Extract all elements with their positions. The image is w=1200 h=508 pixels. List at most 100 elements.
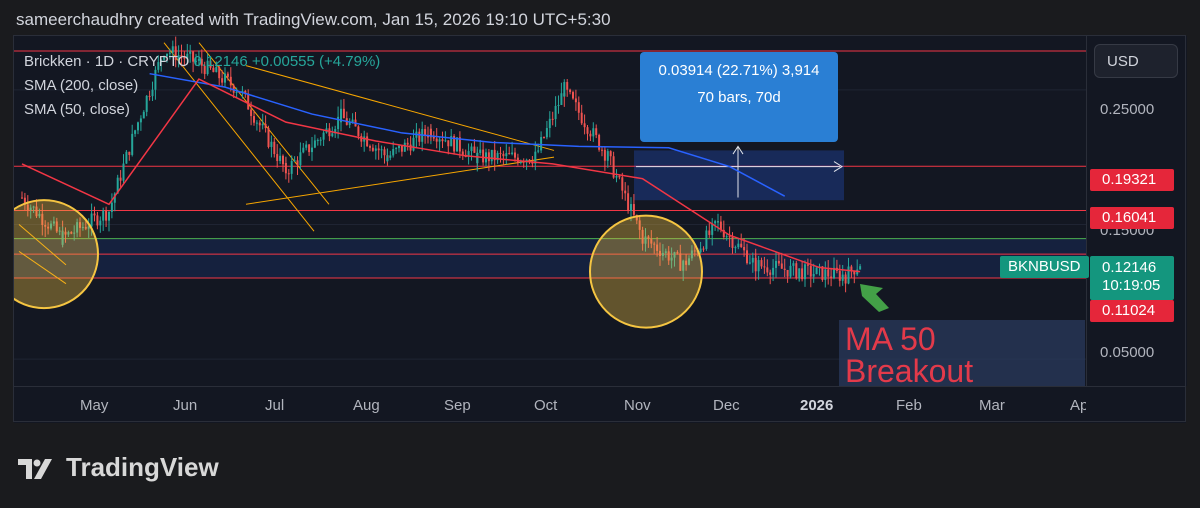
- candle-body: [371, 147, 374, 151]
- candle-body: [664, 251, 667, 253]
- candle-body: [644, 236, 647, 244]
- candle-body: [212, 67, 215, 73]
- candle-body: [450, 136, 453, 147]
- candle-body: [769, 272, 772, 275]
- candle-body: [58, 230, 61, 232]
- measure-tool-label[interactable]: 0.03914 (22.71%) 3,914 70 bars, 70d: [640, 52, 838, 142]
- measure-arrow-head: [732, 145, 744, 155]
- candle-body: [487, 152, 490, 162]
- candle-body: [209, 60, 212, 68]
- candle-body: [47, 226, 50, 229]
- chart-pane[interactable]: [14, 36, 1086, 386]
- candle-body: [267, 128, 270, 148]
- candle-body: [168, 52, 171, 54]
- time-axis[interactable]: [14, 386, 1186, 423]
- candle-body: [514, 152, 516, 158]
- sma200-line: [149, 72, 786, 197]
- currency-button[interactable]: USD: [1094, 44, 1178, 78]
- candle-body: [392, 149, 395, 156]
- candle-body: [79, 222, 81, 228]
- candle-body: [476, 152, 479, 164]
- candle-body: [383, 149, 386, 156]
- candle-body: [93, 213, 96, 216]
- price-tick-label: 0.05000: [1100, 344, 1155, 361]
- candle-body: [108, 211, 110, 221]
- candle-body: [685, 260, 688, 265]
- price-tag-support: 0.11024: [1090, 300, 1174, 322]
- candle-body: [290, 161, 293, 174]
- candle-body: [592, 128, 595, 137]
- candle-body: [250, 109, 253, 117]
- candle-body: [853, 271, 856, 275]
- month-label: Mar: [979, 397, 1005, 414]
- candle-body: [719, 221, 722, 230]
- candle-body: [148, 95, 151, 97]
- candle-body: [833, 267, 835, 279]
- month-label-year: 2026: [800, 397, 834, 414]
- candle-body: [305, 144, 308, 148]
- candle-body: [656, 244, 659, 251]
- candle-body: [641, 229, 644, 237]
- candle-body: [235, 91, 238, 93]
- sma200-legend[interactable]: SMA (200, close): [24, 77, 139, 94]
- sma50-legend[interactable]: SMA (50, close): [24, 101, 130, 118]
- month-label: Apr: [1070, 397, 1086, 414]
- candle-body: [125, 151, 128, 164]
- candle-body: [215, 67, 218, 73]
- candle-body: [374, 148, 377, 151]
- price-tag-current: 0.12146 10:19:05: [1090, 256, 1174, 300]
- candle-body: [44, 224, 47, 227]
- candle-body: [29, 207, 32, 211]
- candle-body: [38, 213, 41, 217]
- candle-body: [206, 60, 209, 75]
- candle-body: [134, 130, 137, 134]
- candle-body: [96, 215, 99, 226]
- candle-body: [273, 141, 276, 155]
- candle-body: [482, 149, 485, 163]
- candle-body: [64, 231, 67, 235]
- candle-body: [772, 267, 775, 275]
- candle-body: [589, 133, 592, 137]
- candle-body: [67, 232, 70, 235]
- candle-body: [815, 267, 818, 275]
- candle-body: [444, 140, 447, 142]
- candle-body: [52, 221, 55, 224]
- symbol-legend-row[interactable]: Brickken · 1D · CRYPTO 0.12146 +0.00555 …: [24, 50, 380, 74]
- candle-body: [113, 193, 116, 203]
- candle-body: [247, 93, 250, 110]
- candle-body: [160, 59, 163, 63]
- candle-body: [389, 155, 392, 158]
- candle-body: [777, 260, 780, 264]
- tradingview-logo[interactable]: TradingView: [18, 452, 219, 483]
- candle-body: [244, 90, 247, 94]
- month-label: Dec: [713, 397, 740, 414]
- breakout-arrow-icon: [860, 284, 889, 312]
- candle-body: [331, 133, 334, 137]
- candle-body: [157, 62, 160, 70]
- candle-body: [380, 149, 383, 151]
- candle-body: [609, 151, 612, 157]
- candle-body: [760, 260, 763, 267]
- candle-body: [180, 55, 183, 57]
- candle-body: [792, 263, 795, 266]
- candle-body: [566, 82, 569, 90]
- candle-body: [612, 156, 615, 178]
- candle-body: [122, 163, 125, 181]
- triangle-lower-trendline: [245, 156, 555, 205]
- annotation-line1: MA 50: [845, 323, 936, 357]
- candle-body: [139, 118, 142, 123]
- candle-body: [557, 104, 560, 106]
- candle-body: [847, 266, 850, 284]
- candle-body: [838, 270, 841, 281]
- candle-body: [580, 112, 583, 124]
- price-chart[interactable]: [14, 36, 1086, 386]
- candle-body: [827, 269, 830, 277]
- candle-body: [670, 257, 673, 261]
- breakout-annotation[interactable]: MA 50 Breakout: [845, 323, 1083, 385]
- candle-body: [499, 152, 502, 154]
- candle-body: [751, 257, 754, 263]
- candle-body: [659, 250, 661, 256]
- candle-body: [676, 252, 679, 254]
- candle-body: [282, 155, 284, 165]
- candle-body: [203, 65, 206, 75]
